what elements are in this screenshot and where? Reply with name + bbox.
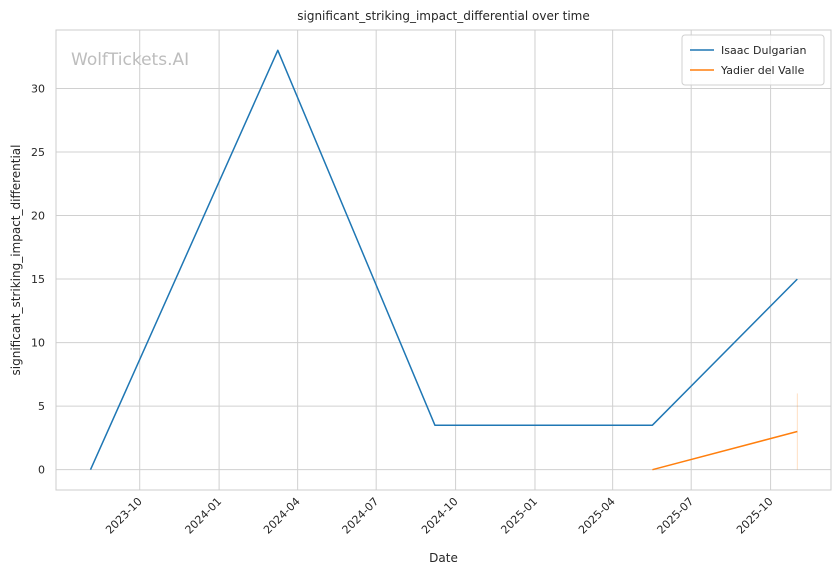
series-lines (89, 49, 798, 471)
legend-label: Isaac Dulgarian (721, 44, 807, 57)
legend-label: Yadier del Valle (720, 64, 805, 77)
y-tick-label: 10 (31, 337, 45, 350)
x-tick-label: 2025-01 (498, 495, 540, 537)
y-tick-label: 15 (31, 273, 45, 286)
x-axis-title: Date (429, 551, 458, 565)
x-tick-label: 2025-07 (655, 495, 697, 537)
chart-title: significant_striking_impact_differential… (297, 9, 589, 23)
y-tick-label: 25 (31, 146, 45, 159)
y-tick-label: 20 (31, 210, 45, 223)
y-tick-label: 30 (31, 82, 45, 95)
x-tick-label: 2024-01 (183, 495, 225, 537)
series-line (89, 49, 798, 471)
grid (56, 30, 831, 490)
y-tick-label: 5 (38, 400, 45, 413)
y-axis-title: significant_striking_impact_differential (9, 145, 23, 376)
x-tick-label: 2024-04 (261, 495, 303, 537)
watermark: WolfTickets.AI (71, 50, 189, 70)
legend-box (681, 34, 825, 86)
x-tick-label: 2023-10 (103, 495, 145, 537)
plot-background (56, 30, 831, 490)
x-tick-labels: 2023-10 2024-01 2024-04 2024-07 2024-10 2025-… (103, 495, 776, 537)
x-tick-label: 2024-07 (340, 495, 382, 537)
y-tick-label: 0 (38, 464, 45, 477)
x-tick-label: 2024-10 (419, 495, 461, 537)
x-tick-label: 2025-04 (576, 495, 618, 537)
legend: Isaac Dulgarian Yadier del Valle (681, 34, 825, 86)
plot-frame (55, 29, 832, 491)
x-tick-label: 2025-10 (734, 495, 776, 537)
y-tick-labels: 0 5 10 15 20 25 30 (31, 82, 45, 476)
series-line (652, 430, 798, 471)
